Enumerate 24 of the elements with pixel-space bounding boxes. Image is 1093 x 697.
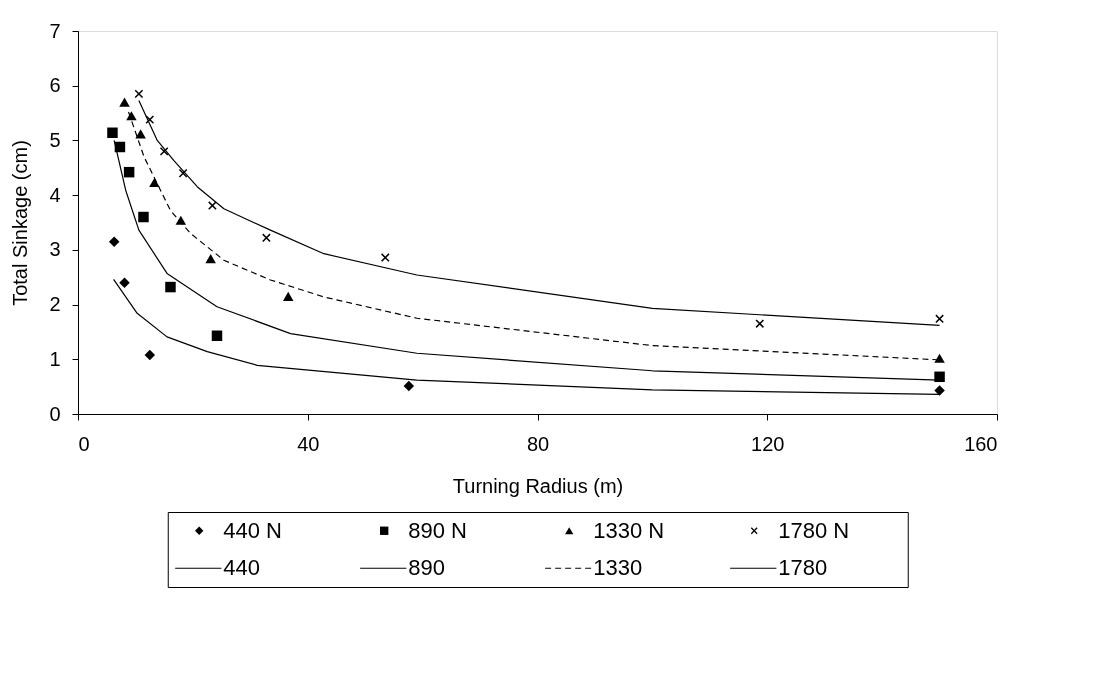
- x-tick-label: 120: [751, 432, 785, 455]
- line-series: [138, 99, 941, 326]
- legend-label: 440 N: [223, 517, 282, 543]
- y-tick-label: 0: [49, 402, 61, 425]
- y-tick-label: 7: [49, 19, 61, 42]
- x-axis-title: Turning Radius (m): [452, 474, 624, 497]
- y-tick-label: 5: [49, 128, 61, 151]
- legend-label: 440: [223, 555, 260, 581]
- x-tick-label: 40: [297, 432, 320, 455]
- legend-label: 1780: [778, 555, 828, 581]
- x-tick-label: 0: [78, 432, 90, 455]
- y-tick-label: 2: [49, 293, 61, 316]
- x-tick-label: 160: [964, 432, 998, 455]
- y-axis-title: Total Sinkage (cm): [9, 140, 32, 306]
- y-tick-label: 3: [49, 238, 61, 261]
- x-tick-label: 80: [526, 432, 550, 455]
- legend-label: 1780 N: [778, 517, 850, 543]
- y-tick-label: 6: [49, 74, 61, 97]
- y-tick-label: 4: [49, 183, 61, 206]
- legend-label: 890: [408, 555, 445, 581]
- y-tick-label: 1: [49, 347, 61, 370]
- legend-label: 890 N: [408, 517, 467, 543]
- legend-label: 1330: [593, 555, 643, 581]
- legend-label: 1330 N: [593, 517, 665, 543]
